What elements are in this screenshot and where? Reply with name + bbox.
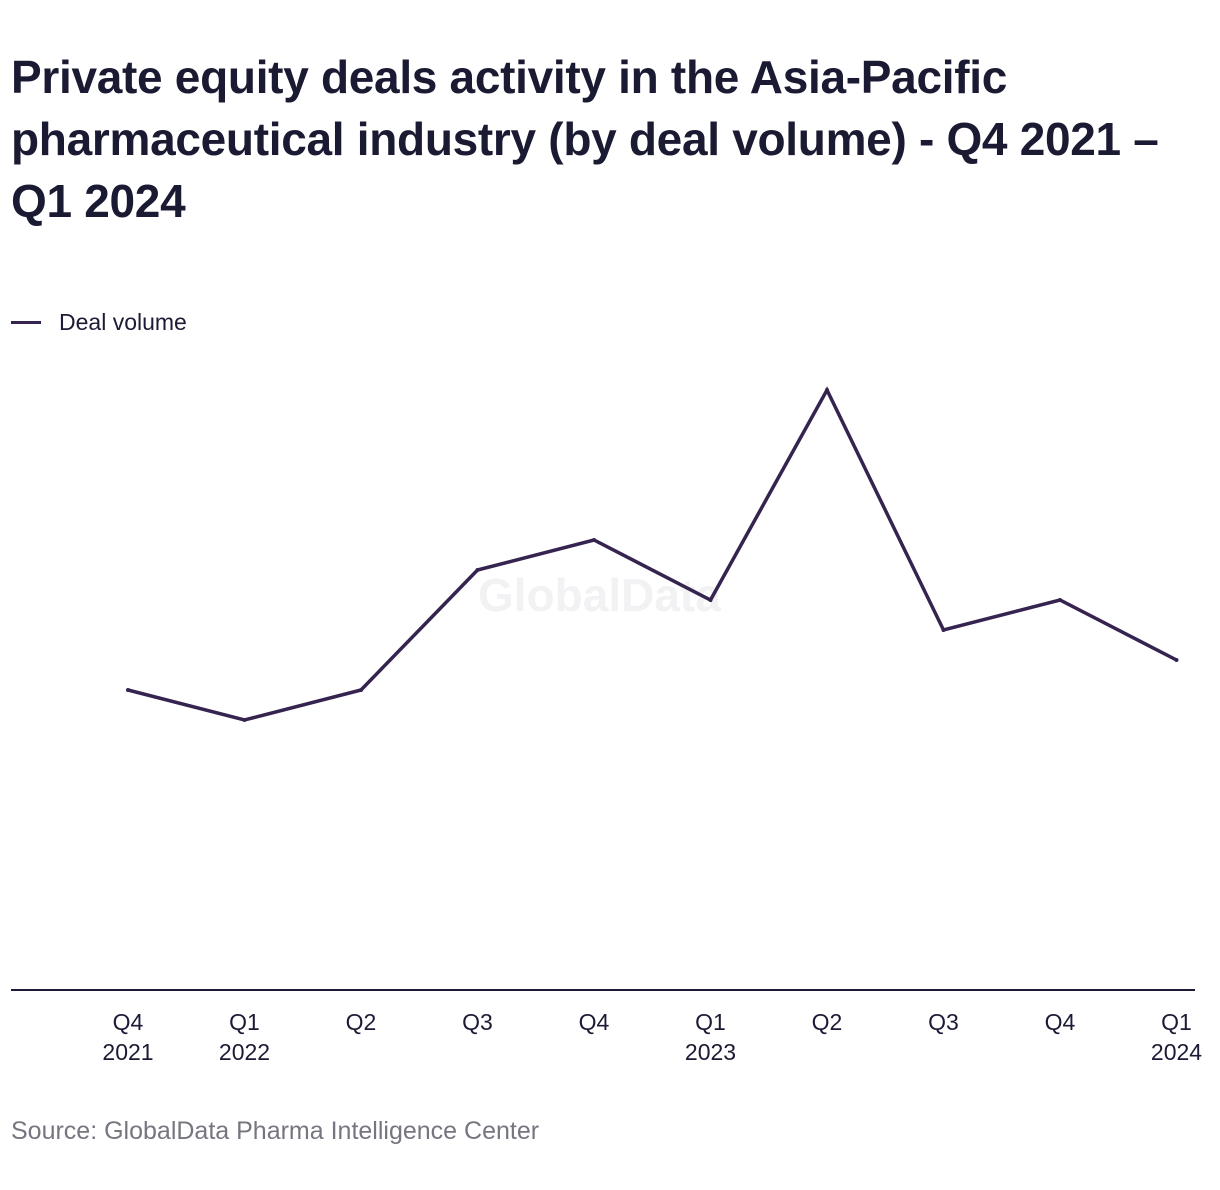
data-point xyxy=(1174,658,1179,662)
x-tick-label: Q3 xyxy=(462,1009,493,1035)
data-point xyxy=(1058,598,1062,602)
legend-label-deal-volume: Deal volume xyxy=(59,308,187,335)
x-tick-year-label: 2024 xyxy=(1151,1039,1202,1065)
data-point xyxy=(708,598,713,602)
x-tick-label: Q4 xyxy=(1045,1009,1076,1035)
data-point xyxy=(242,718,247,722)
data-point xyxy=(592,538,596,542)
source-note: Source: GlobalData Pharma Intelligence C… xyxy=(11,1117,540,1145)
x-tick-label: Q4 xyxy=(579,1009,610,1035)
x-tick-label: Q4 xyxy=(113,1009,144,1035)
x-tick-year-label: 2021 xyxy=(102,1039,153,1065)
series-line-deal-volume xyxy=(127,386,1178,722)
x-tick-label: Q2 xyxy=(346,1009,377,1035)
legend: Deal volume xyxy=(11,308,187,336)
data-point xyxy=(825,388,829,392)
data-point xyxy=(126,688,130,692)
x-tick-year-label: 2023 xyxy=(685,1039,736,1065)
x-tick-label: Q1 xyxy=(695,1009,726,1035)
x-tick-year-label: 2022 xyxy=(219,1039,270,1065)
x-tick-label: Q1 xyxy=(1161,1009,1192,1035)
chart-title: Private equity deals activity in the Asi… xyxy=(11,51,1159,227)
x-tick-label: Q2 xyxy=(812,1009,843,1035)
watermark: GlobalData xyxy=(478,569,721,621)
data-point xyxy=(359,688,363,692)
x-tick-label: Q3 xyxy=(928,1009,959,1035)
x-tick-label: Q1 xyxy=(229,1009,260,1035)
legend-line-swatch xyxy=(11,320,41,324)
data-point xyxy=(941,628,946,632)
data-point xyxy=(475,568,480,572)
